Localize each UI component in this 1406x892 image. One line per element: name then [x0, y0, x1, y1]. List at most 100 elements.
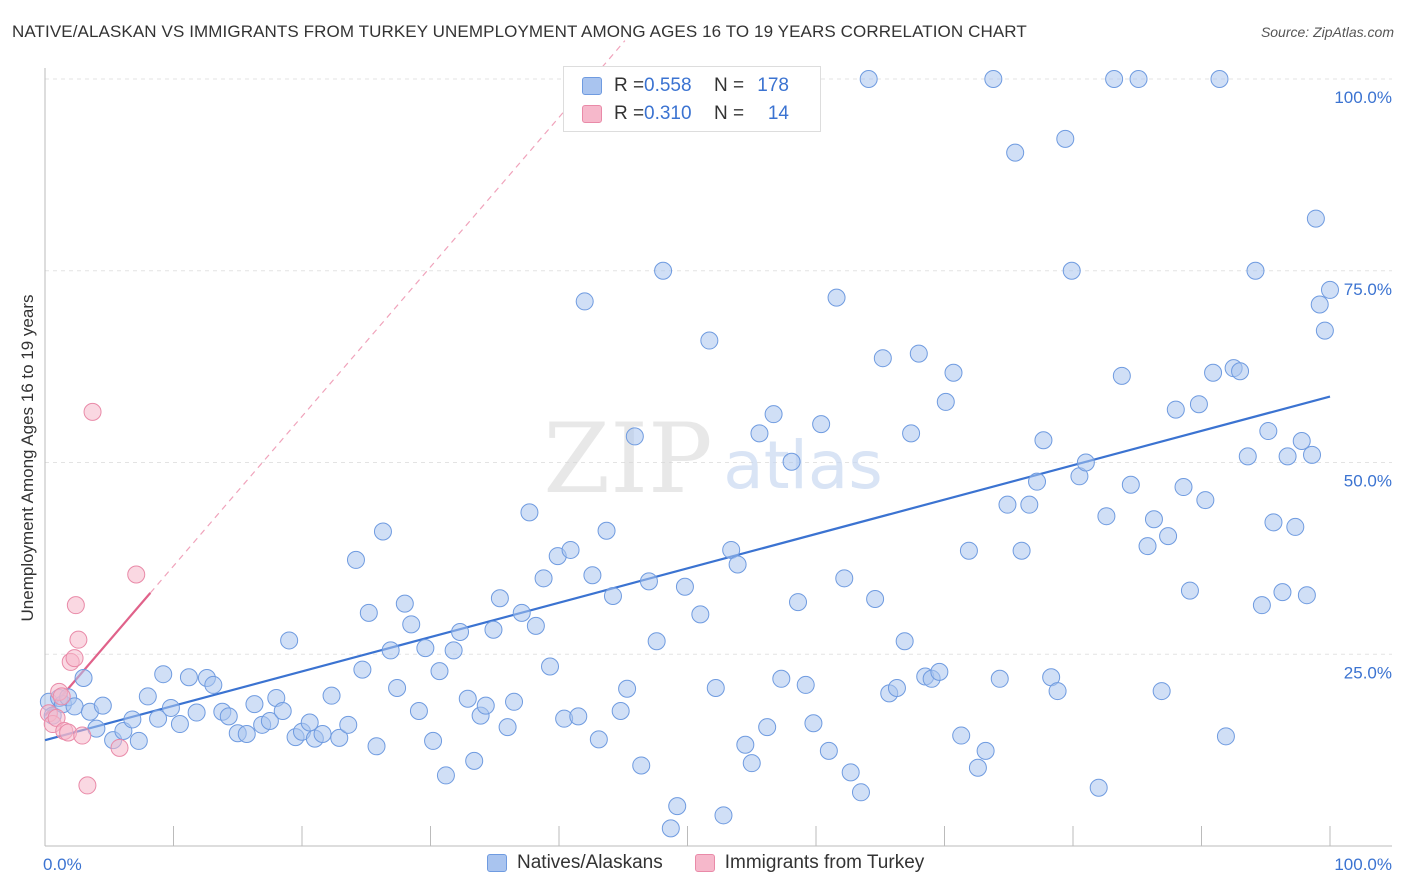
- legend-item-turkey[interactable]: Immigrants from Turkey: [694, 852, 925, 874]
- natives-point: [1264, 513, 1283, 532]
- natives-point: [154, 665, 173, 684]
- natives-point: [589, 730, 608, 749]
- natives-point: [451, 623, 470, 642]
- natives-point: [260, 711, 279, 730]
- natives-point: [887, 678, 906, 697]
- natives-point: [1105, 70, 1124, 88]
- natives-point: [700, 331, 719, 350]
- natives-point: [1259, 422, 1278, 441]
- natives-point: [984, 70, 1003, 88]
- natives-point: [219, 707, 238, 726]
- natives-point: [782, 452, 801, 471]
- natives-point: [373, 522, 392, 541]
- source-label: Source: ZipAtlas.com: [1260, 24, 1394, 40]
- natives-point: [668, 797, 687, 816]
- natives-point: [1097, 507, 1116, 526]
- natives-point: [149, 709, 168, 728]
- natives-point: [976, 741, 995, 760]
- natives-point: [161, 698, 180, 717]
- trend-line-natives: [44, 395, 1331, 742]
- natives-point: [827, 288, 846, 307]
- natives-point: [1310, 295, 1329, 314]
- natives-point: [1020, 495, 1039, 514]
- natives-point: [388, 678, 407, 697]
- natives-point: [603, 586, 622, 605]
- turkey-point: [110, 738, 129, 757]
- natives-point: [873, 349, 892, 368]
- natives-point: [706, 678, 725, 697]
- turkey-point: [52, 687, 71, 706]
- natives-point: [1012, 541, 1031, 560]
- r-label: R =: [614, 103, 645, 124]
- trend-lines: [44, 40, 1331, 742]
- legend-label-turkey: Immigrants from Turkey: [724, 852, 925, 873]
- chart-title: NATIVE/ALASKAN VS IMMIGRANTS FROM TURKEY…: [12, 22, 1027, 41]
- natives-point: [675, 577, 694, 596]
- legend-item-natives[interactable]: Natives/Alaskans: [487, 852, 663, 874]
- natives-point: [1144, 510, 1163, 529]
- natives-point: [1138, 537, 1157, 556]
- natives-point: [1292, 432, 1311, 451]
- natives-swatch: [487, 854, 507, 872]
- natives-point: [736, 735, 755, 754]
- natives-point: [93, 696, 112, 715]
- natives-point: [409, 702, 428, 721]
- natives-point: [490, 589, 509, 608]
- natives-point: [1315, 321, 1334, 340]
- natives-point: [1159, 527, 1178, 546]
- natives-point: [569, 707, 588, 726]
- gridlines: [45, 78, 1392, 655]
- natives-point: [611, 702, 630, 721]
- natives-point: [895, 632, 914, 651]
- natives-point: [1129, 70, 1148, 88]
- natives-point: [1231, 362, 1250, 381]
- natives-point: [520, 503, 539, 522]
- natives-point: [339, 715, 358, 734]
- natives-point: [395, 594, 414, 613]
- natives-point: [1204, 363, 1223, 382]
- natives-point: [835, 569, 854, 588]
- natives-point: [851, 783, 870, 802]
- y-tick-label: 75.0%: [1344, 280, 1392, 299]
- natives-point: [273, 702, 292, 721]
- natives-point: [654, 261, 673, 280]
- natives-point: [353, 660, 372, 679]
- turkey-point: [73, 726, 92, 745]
- natives-point: [1303, 445, 1322, 464]
- natives-point: [402, 615, 421, 634]
- stats-legend: R = 0.558 N = 178 R = 0.310 N = 14: [563, 66, 821, 132]
- natives-point: [1076, 453, 1095, 472]
- turkey-swatch: [694, 854, 715, 872]
- natives-point: [625, 427, 644, 446]
- natives-point: [583, 566, 602, 585]
- natives-point: [541, 657, 560, 676]
- natives-point: [170, 715, 189, 734]
- watermark: ZIP atlas: [543, 403, 882, 515]
- natives-point: [561, 540, 580, 559]
- natives-point: [758, 718, 777, 737]
- natives-point: [444, 641, 463, 660]
- x-tick-label: 100.0%: [1334, 855, 1392, 874]
- turkey-point: [127, 565, 146, 584]
- natives-point: [859, 70, 878, 88]
- series-legend: Natives/Alaskans Immigrants from Turkey: [487, 852, 956, 874]
- natives-point: [959, 541, 978, 560]
- natives-point: [750, 424, 769, 443]
- natives-point: [74, 669, 93, 688]
- natives-point: [952, 726, 971, 745]
- natives-point: [138, 687, 157, 706]
- natives-point: [424, 731, 443, 750]
- natives-point: [498, 718, 517, 737]
- turkey-point: [65, 649, 84, 668]
- natives-point: [237, 725, 256, 744]
- natives-point: [367, 737, 386, 756]
- natives-point: [512, 603, 531, 622]
- natives-point: [359, 603, 378, 622]
- natives-point: [204, 675, 223, 694]
- natives-point: [618, 679, 637, 698]
- natives-point: [742, 754, 761, 773]
- natives-point: [1180, 581, 1199, 600]
- legend-label-natives: Natives/Alaskans: [517, 852, 663, 873]
- r-value: 0.558: [644, 75, 692, 96]
